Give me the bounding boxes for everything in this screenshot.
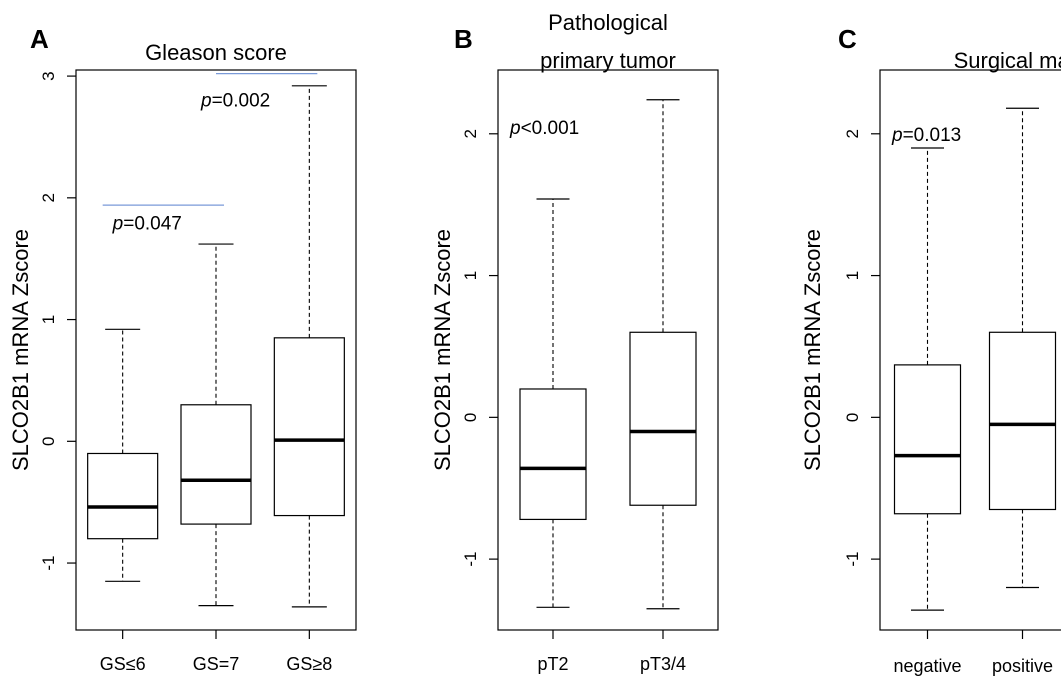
x-tick-label: positive [992,656,1053,676]
x-tick-label: negative [893,656,961,676]
box-1: GS≤6 [87,328,159,674]
p-value-symbol: p [112,213,124,234]
box-1: negative [893,147,962,676]
p-value-annotation: p<0.001 [509,118,579,139]
y-tick-label: 2 [843,129,862,138]
y-tick-label: 2 [39,193,58,202]
box-iqr [893,364,962,515]
box-1: pT2 [519,198,587,674]
y-tick-label: 0 [843,413,862,422]
chart-panel-b: B Pathological primary tumor SLCO2B1 mRNA Z… [430,10,719,674]
box-2: pT3/4 [629,99,697,674]
p-value-annotation: p=0.002 [200,91,270,112]
plot-frame [497,69,719,631]
p-value-annotation: p=0.047 [112,213,182,234]
y-tick-label: 1 [461,271,480,280]
chart-title-line: Surgical margin [954,48,1061,73]
panel-letter: A [30,24,49,54]
x-tick-label: GS≥8 [286,654,332,674]
y-axis-label: SLCO2B1 mRNA Zscore [800,229,825,471]
box-iqr [87,452,159,540]
box-2: positive [988,107,1057,676]
chart-panel-a: A Gleason score SLCO2B1 mRNA Zscore -1 0 1 2 3 G… [8,24,357,674]
panel-letter: C [838,24,857,54]
panel-letter: B [454,24,473,54]
y-tick-label: -1 [461,552,480,567]
box-iqr [629,331,697,506]
y-tick-label: -1 [843,552,862,567]
box-iqr [273,337,345,517]
y-tick-label: 0 [461,413,480,422]
box-iqr [519,388,587,521]
p-value-number: <0.001 [521,118,580,139]
x-tick-label: GS≤6 [100,654,146,674]
box-3: GS≥8 [273,85,345,674]
chart-panel-c: C Surgical margin SLCO2B1 mRNA Zscore -1 0 1 2… [800,24,1061,676]
y-tick-label: 1 [39,315,58,324]
box-iqr [988,331,1057,511]
y-tick-label: 0 [39,437,58,446]
p-value-number: =0.047 [123,213,182,234]
p-value-number: =0.013 [903,125,962,146]
y-axis-label: SLCO2B1 mRNA Zscore [430,229,455,471]
x-tick-label: pT2 [537,654,568,674]
p-value-symbol: p [509,118,521,139]
p-value-symbol: p [891,125,903,146]
chart-title-line: Pathological [548,10,668,35]
plot-frame [879,69,1061,631]
y-tick-label: 3 [39,71,58,80]
p-value-annotation: p=0.013 [891,125,961,146]
p-value-number: =0.002 [212,91,271,112]
y-tick-label: 1 [843,271,862,280]
p-value-symbol: p [200,91,212,112]
box-iqr [180,404,252,525]
chart-title-line: primary tumor [540,48,676,73]
y-tick-label: -1 [39,555,58,570]
y-tick-label: 2 [461,129,480,138]
x-tick-label: pT3/4 [640,654,686,674]
chart-title-line: Gleason score [145,40,287,65]
x-tick-label: GS=7 [193,654,240,674]
box-2: GS=7 [180,243,252,674]
y-axis-label: SLCO2B1 mRNA Zscore [8,229,33,471]
